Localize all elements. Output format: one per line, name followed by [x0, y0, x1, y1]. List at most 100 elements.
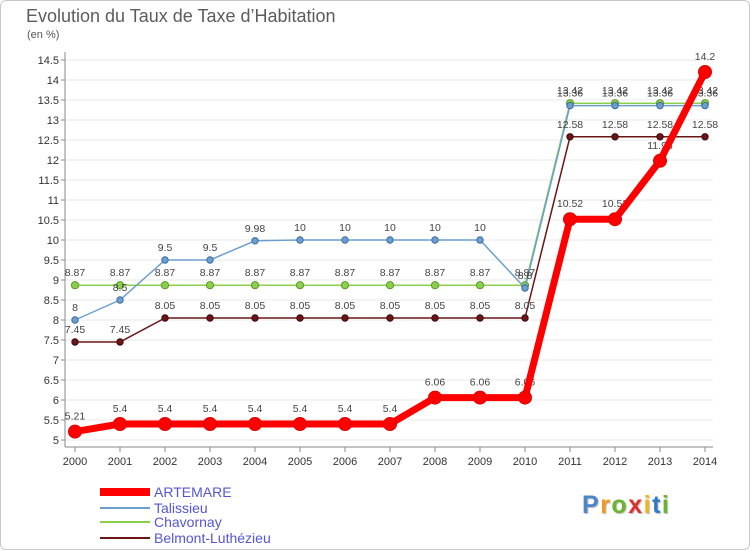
y-tick-label: 11: [48, 195, 59, 207]
x-tick-label: 2009: [468, 456, 492, 468]
data-label-belmont-luthezieu: 8.05: [290, 300, 311, 312]
data-label-belmont-luthezieu: 8.05: [515, 300, 536, 312]
data-label-artemare: 5.4: [158, 403, 173, 415]
data-label-talissieu: 13.36: [557, 88, 583, 100]
x-tick-label: 2010: [513, 456, 537, 468]
data-label-talissieu: 10: [474, 222, 486, 234]
legend-swatch-artemare: [100, 488, 150, 496]
data-point-artemare: [203, 417, 217, 431]
data-labels-belmont-luthezieu: 7.45 7.45 8.05 8.05 8.05 8.05 8.05 8.05 8.05 8.05…: [65, 119, 719, 336]
data-label-artemare: 5.4: [338, 403, 353, 415]
data-label-talissieu: 10: [294, 222, 306, 234]
data-label-belmont-luthezieu: 12.58: [692, 119, 718, 131]
data-point-artemare: [608, 212, 622, 227]
x-tick-label: 2013: [648, 456, 672, 468]
data-point-talissieu: [206, 256, 214, 264]
data-label-artemare: 5.4: [203, 403, 218, 415]
legend-label-chavornay: Chavornay: [154, 514, 222, 530]
data-point-chavornay: [70, 281, 80, 290]
data-point-artemare: [653, 153, 667, 168]
data-labels-chavornay: 8.87 8.87 8.87 8.87 8.87 8.87 8.87 8.87 8.87 8.87…: [65, 85, 719, 279]
legend-item-artemare: ARTEMARE: [100, 484, 360, 500]
logo-letter: i: [661, 491, 671, 519]
data-point-artemare: [473, 390, 487, 405]
x-tick-label: 2005: [288, 456, 312, 468]
data-point-artemare: [383, 417, 397, 431]
data-point-talissieu: [116, 296, 124, 304]
x-tick-label: 2004: [243, 456, 267, 468]
chart-title: Evolution du Taux de Taxe d’Habitation: [26, 6, 336, 26]
x-tick-label: 2014: [693, 456, 717, 468]
data-label-chavornay: 8.87: [425, 267, 446, 279]
data-point-belmont-luthezieu: [296, 314, 304, 322]
data-point-talissieu: [251, 237, 259, 245]
data-label-belmont-luthezieu: 12.58: [647, 119, 673, 131]
legend-item-chavornay: Chavornay: [100, 514, 360, 530]
data-point-talissieu: [161, 256, 169, 264]
data-label-belmont-luthezieu: 8.05: [380, 300, 401, 312]
data-label-artemare: 5.4: [113, 403, 128, 415]
data-point-talissieu: [476, 236, 484, 244]
data-point-talissieu: [611, 101, 619, 110]
logo-letter: r: [600, 491, 612, 519]
data-label-chavornay: 8.87: [470, 267, 491, 279]
data-label-talissieu: 8.5: [113, 282, 128, 294]
x-tick-label: 2012: [603, 456, 627, 468]
data-point-artemare: [248, 417, 262, 431]
data-point-belmont-luthezieu: [476, 314, 484, 322]
data-point-talissieu: [386, 236, 394, 244]
data-point-belmont-luthezieu: [71, 338, 79, 346]
data-label-artemare: 6.06: [470, 377, 491, 389]
data-point-chavornay: [115, 281, 125, 290]
data-label-chavornay: 8.87: [335, 267, 356, 279]
data-label-belmont-luthezieu: 12.58: [557, 119, 583, 131]
data-label-artemare: 5.4: [383, 403, 398, 415]
y-tick-label: 13: [47, 115, 59, 127]
data-label-belmont-luthezieu: 8.05: [335, 300, 356, 312]
data-point-talissieu: [656, 101, 664, 110]
data-label-artemare: 10.52: [557, 198, 583, 210]
data-label-talissieu: 13.36: [647, 88, 673, 100]
y-tick-label: 10.5: [38, 215, 59, 227]
data-label-chavornay: 8.87: [110, 267, 131, 279]
data-point-belmont-luthezieu: [251, 314, 259, 322]
data-label-chavornay: 8.87: [380, 267, 401, 279]
data-point-artemare: [518, 390, 532, 405]
data-label-belmont-luthezieu: 8.05: [245, 300, 266, 312]
data-point-talissieu: [521, 284, 529, 292]
data-label-artemare: 6.06: [425, 377, 446, 389]
data-point-chavornay: [160, 281, 170, 290]
data-point-chavornay: [340, 281, 350, 290]
legend-label-talissieu: Talissieu: [154, 500, 208, 516]
data-label-talissieu: 8: [72, 302, 78, 314]
logo-letter: o: [611, 491, 629, 519]
data-label-belmont-luthezieu: 8.05: [425, 300, 446, 312]
data-label-artemare: 14.2: [695, 51, 716, 63]
data-point-belmont-luthezieu: [701, 133, 709, 141]
data-label-chavornay: 8.87: [155, 267, 176, 279]
y-tick-label: 14: [47, 75, 59, 87]
data-point-talissieu: [701, 101, 709, 110]
data-point-chavornay: [295, 281, 305, 290]
data-label-belmont-luthezieu: 8.05: [200, 300, 221, 312]
data-label-chavornay: 8.87: [65, 267, 86, 279]
legend-swatch-chavornay: [100, 521, 150, 523]
data-point-belmont-luthezieu: [116, 338, 124, 346]
logo-letter: P: [582, 491, 601, 519]
logo-letter: i: [643, 491, 653, 519]
data-label-talissieu: 13.36: [602, 88, 628, 100]
x-tick-label: 2006: [333, 456, 357, 468]
data-point-belmont-luthezieu: [431, 314, 439, 322]
legend-swatch-talissieu: [100, 507, 150, 509]
y-tick-label: 12: [47, 155, 59, 167]
data-label-chavornay: 8.87: [200, 267, 221, 279]
data-point-artemare: [563, 212, 577, 227]
data-point-artemare: [293, 417, 307, 431]
legend-item-talissieu: Talissieu: [100, 500, 360, 516]
data-label-talissieu: 9.5: [158, 242, 173, 254]
logo-letter: x: [628, 491, 644, 519]
y-tick-label: 5: [53, 435, 59, 447]
series-talissieu: [71, 101, 709, 324]
series-belmont-luthezieu: [71, 133, 709, 346]
